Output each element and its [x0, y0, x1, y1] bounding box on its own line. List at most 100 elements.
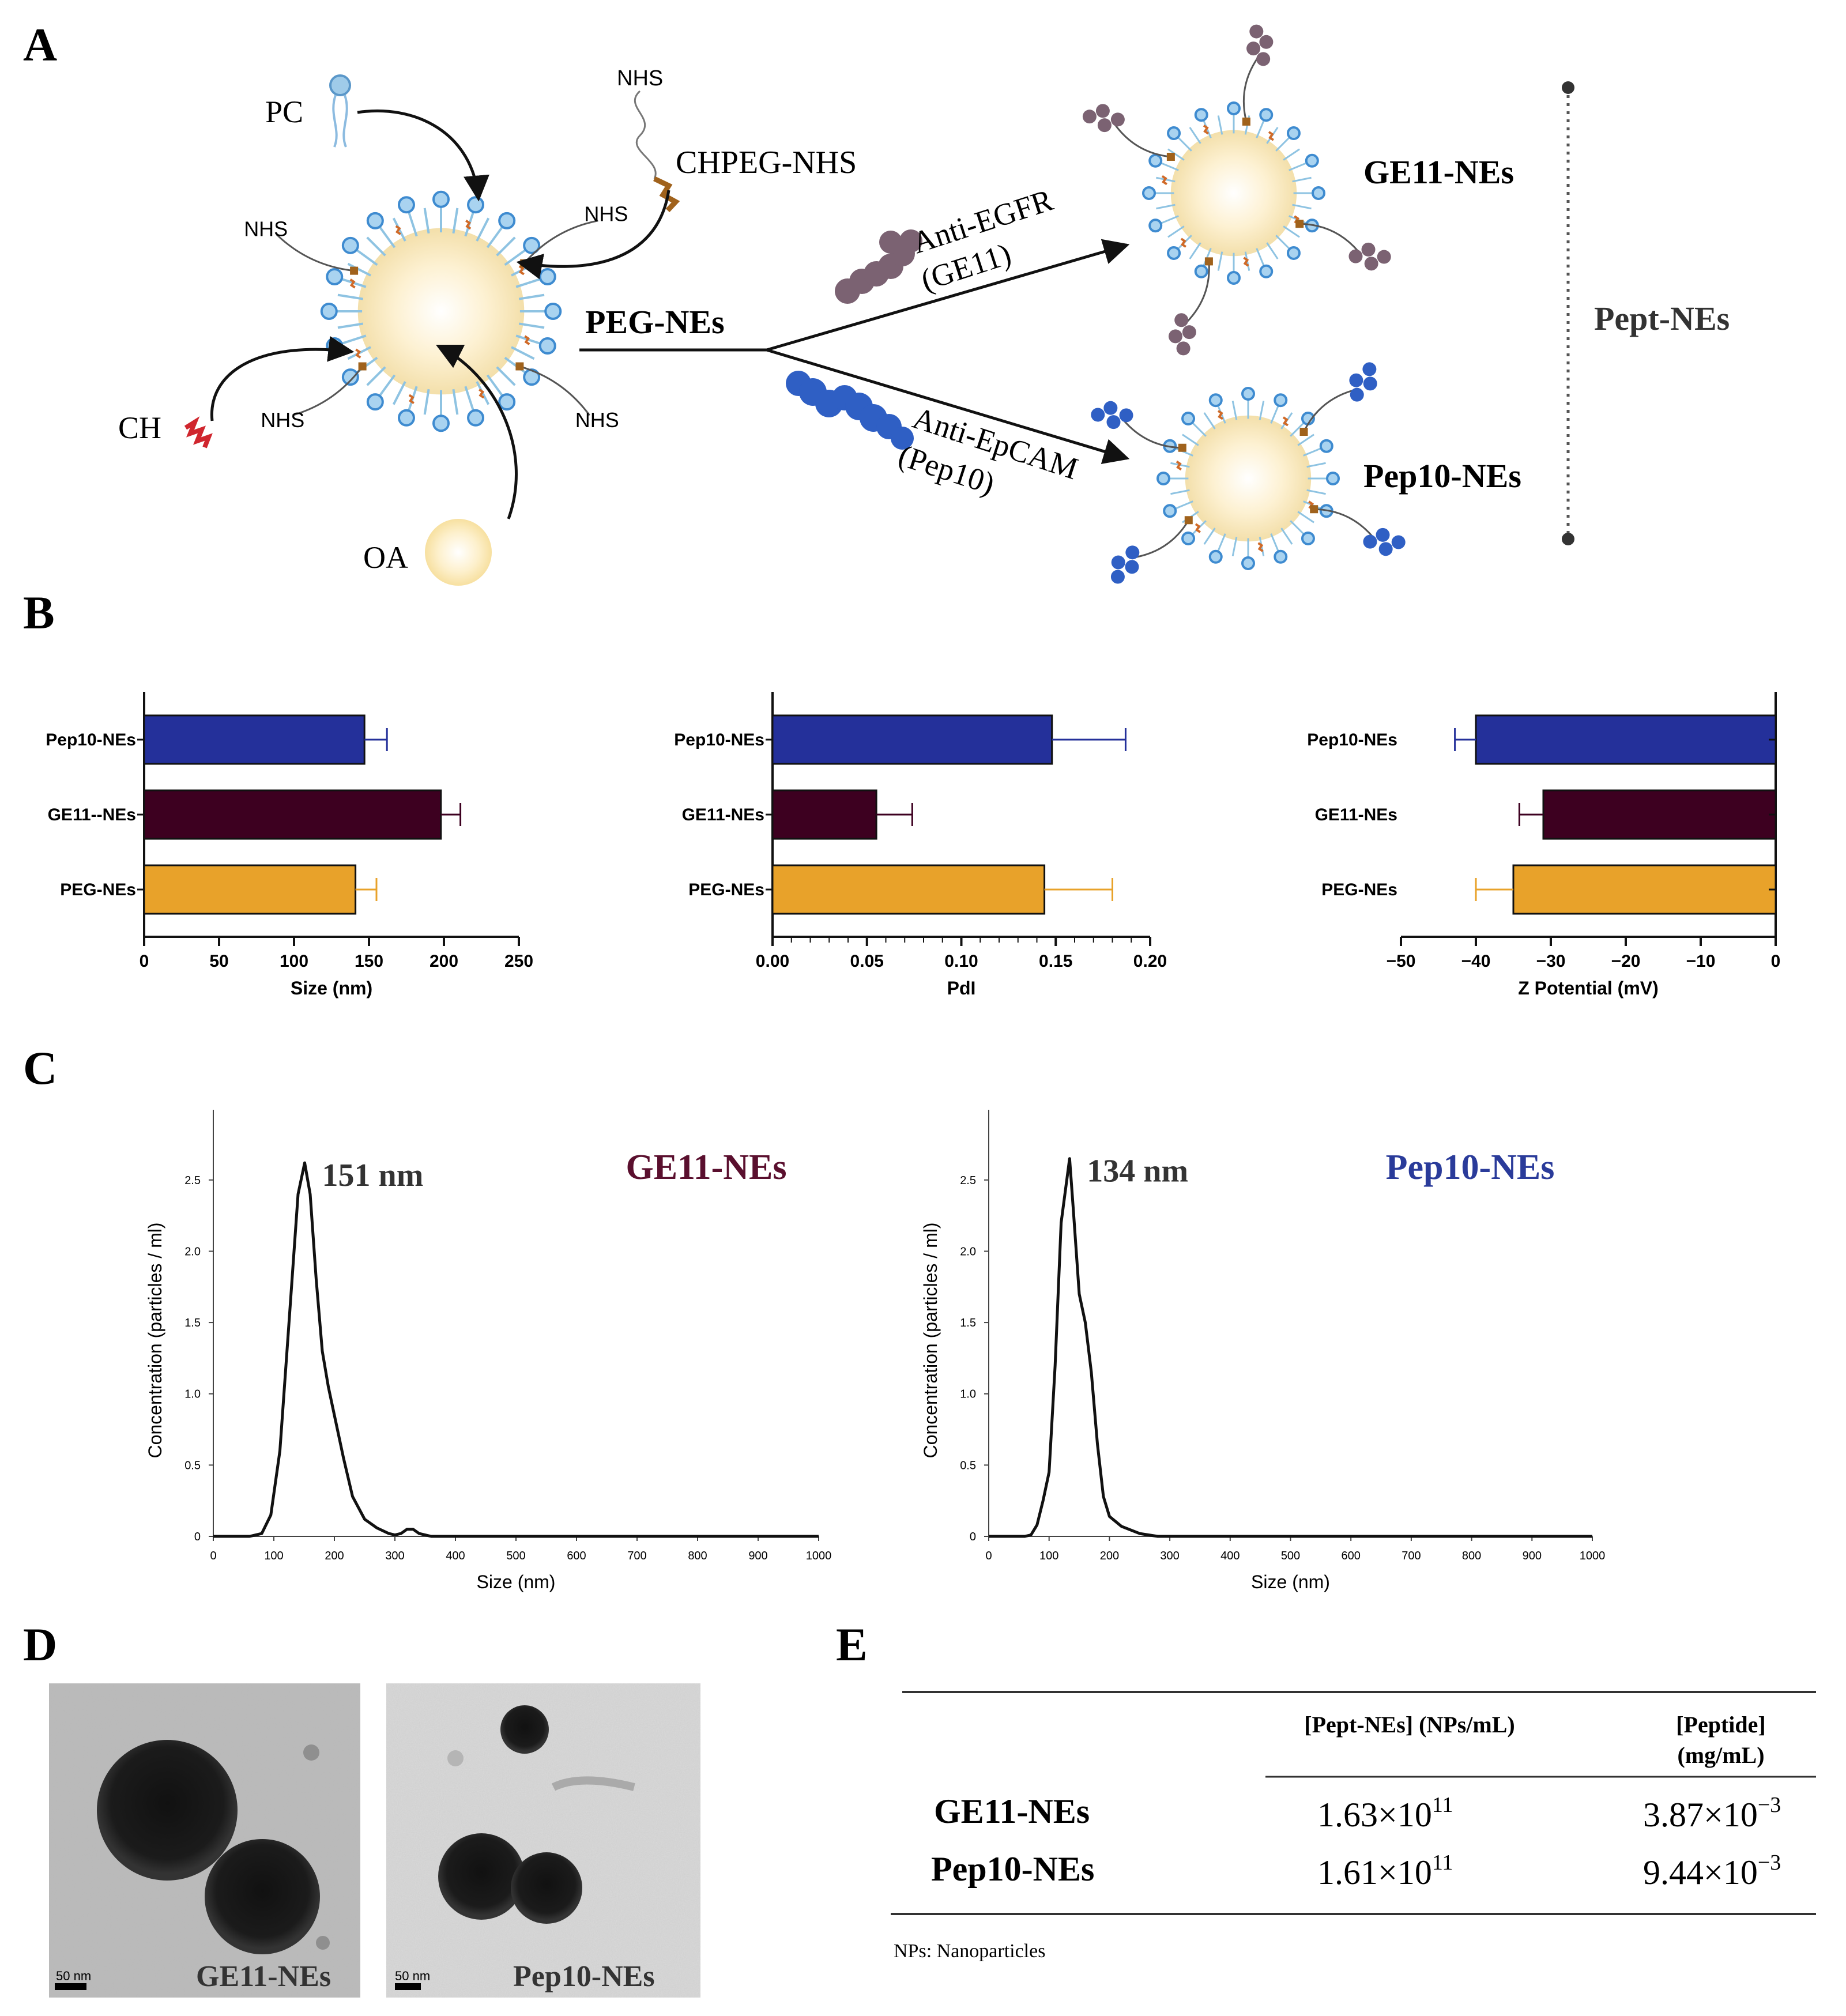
lipid-tail	[1217, 251, 1223, 271]
anchor	[1204, 257, 1213, 266]
peptide-bead	[1097, 118, 1112, 133]
lipid-tail	[496, 366, 516, 386]
ch-label: CH	[118, 410, 161, 445]
peptide-bead	[1119, 408, 1133, 423]
peg-chain	[1186, 261, 1210, 323]
anchor	[1310, 505, 1318, 514]
peptide-bead	[1391, 535, 1406, 549]
pep10-nanoemulsion-illustration	[1091, 362, 1406, 584]
y-tick-label: 1.5	[184, 1317, 201, 1329]
y-tick-label: 0.5	[960, 1459, 976, 1472]
lipid-head	[397, 409, 415, 427]
x-tick-label: 0.15	[1039, 952, 1072, 971]
peg-chain	[1303, 389, 1354, 432]
peptide-bead	[1125, 545, 1140, 560]
bar-chart-2: 0.00 0.05 0.10 0.15 0.20 PdI Pep10-NEs GE11-NEs…	[674, 692, 1167, 998]
peptide-bead	[1246, 42, 1261, 56]
panel-letter-a: A	[23, 18, 57, 71]
lipid-tail	[1189, 242, 1201, 259]
x-tick-label: 0	[210, 1550, 216, 1562]
anchor	[515, 362, 524, 371]
peg-chain	[292, 365, 363, 416]
cholesterol-mark	[1243, 257, 1249, 267]
lipid-tail	[1156, 204, 1176, 210]
lipid-tail	[366, 236, 386, 257]
y-axis-label: Concentration (particles / ml)	[145, 1222, 165, 1458]
lipid-head	[1167, 126, 1181, 141]
chart-title: Pep10-NEs	[1386, 1148, 1555, 1187]
lipid-tail	[1189, 127, 1201, 144]
line-chart-2: 0 100 200 300 400 500 600 700 800 900 1000 0 0.5 1.0 1…	[920, 1110, 1605, 1592]
x-tick-label: 300	[385, 1550, 404, 1562]
peptide-bead	[1174, 313, 1189, 327]
lipid-tail	[1266, 242, 1279, 259]
scale-bar-label: 50 nm	[395, 1969, 430, 1983]
bar	[1475, 714, 1777, 765]
oa-droplet-icon	[425, 519, 492, 586]
lipid-tail	[486, 226, 504, 248]
lipid-head	[1181, 531, 1196, 545]
cholesterol-mark	[479, 389, 485, 399]
lipid-head	[366, 212, 384, 229]
anchor	[1295, 220, 1304, 228]
concentration-table: [Pept-NEs] (NPs/mL) [Peptide] (mg/mL) GE…	[891, 1691, 1816, 1962]
y-tick-label: 1.5	[960, 1317, 976, 1329]
lipid-tail	[366, 366, 386, 386]
table-footnote: NPs: Nanoparticles	[894, 1940, 1045, 1962]
x-tick-label: 0	[985, 1550, 992, 1562]
y-tick-label: 2.5	[184, 1174, 201, 1187]
peptide-bead	[1377, 250, 1391, 264]
x-axis-label: Size (nm)	[477, 1572, 556, 1592]
peptide-bead	[1182, 325, 1196, 340]
lipid-head	[1194, 108, 1208, 122]
lipid-tail	[1256, 248, 1265, 267]
lipid-head	[326, 267, 344, 285]
lipid-tail	[1289, 162, 1308, 171]
lipid-tail	[1203, 412, 1216, 429]
peg-chain	[1299, 223, 1359, 252]
x-tick-label: 0.00	[756, 952, 789, 971]
anchor	[358, 362, 367, 371]
cholesterol-anchor-icon	[653, 176, 680, 213]
peptide-bead	[1091, 408, 1105, 422]
lipid-tail	[423, 389, 430, 415]
tem-particle	[438, 1833, 525, 1920]
category-label: PEG-NEs	[1321, 880, 1397, 899]
bar	[143, 864, 357, 915]
lipid-tail	[1160, 215, 1179, 224]
x-tick-label: 800	[1462, 1550, 1481, 1562]
bracket-top-dot	[1562, 81, 1574, 94]
bar	[143, 789, 442, 840]
lipid-tail	[511, 346, 535, 360]
bar	[143, 714, 366, 765]
x-tick-label: 700	[1402, 1550, 1421, 1562]
cholesterol-mark	[465, 220, 472, 230]
peg-chain	[1135, 519, 1190, 558]
tem-panel: 50 nm GE11-NEs 50 nm Pep10-NEs	[49, 1683, 700, 1998]
lipid-head	[1148, 218, 1163, 233]
x-tick-label: 400	[1220, 1550, 1240, 1562]
bar	[1542, 789, 1777, 840]
x-tick-label: −50	[1387, 952, 1416, 971]
ge11-peptide-icon	[835, 229, 922, 304]
anchor	[1178, 443, 1186, 452]
category-label: GE11--NEs	[48, 805, 136, 824]
lipid-head	[1301, 531, 1315, 545]
lipid-tail	[1167, 148, 1185, 161]
table-cell-pept-nes: 1.61×1011	[1317, 1851, 1453, 1891]
lipid-tail	[1259, 401, 1265, 420]
lipid-head	[1312, 186, 1325, 200]
pc-label: PC	[265, 95, 303, 129]
lipid-tail	[378, 226, 396, 248]
lipid-tail	[476, 217, 490, 242]
x-tick-label: 900	[748, 1550, 767, 1562]
x-tick-label: 1000	[1580, 1550, 1606, 1562]
table-row: Pep10-NEs 1.61×1011 9.44×10−3	[931, 1850, 1781, 1891]
cholesterol-mark	[1257, 542, 1264, 552]
peptide-bead	[1095, 104, 1110, 118]
x-tick-label: −40	[1461, 952, 1491, 971]
lipid-tail	[1270, 405, 1279, 424]
lipid-head	[1274, 393, 1288, 408]
lipid-tail	[1167, 225, 1185, 238]
